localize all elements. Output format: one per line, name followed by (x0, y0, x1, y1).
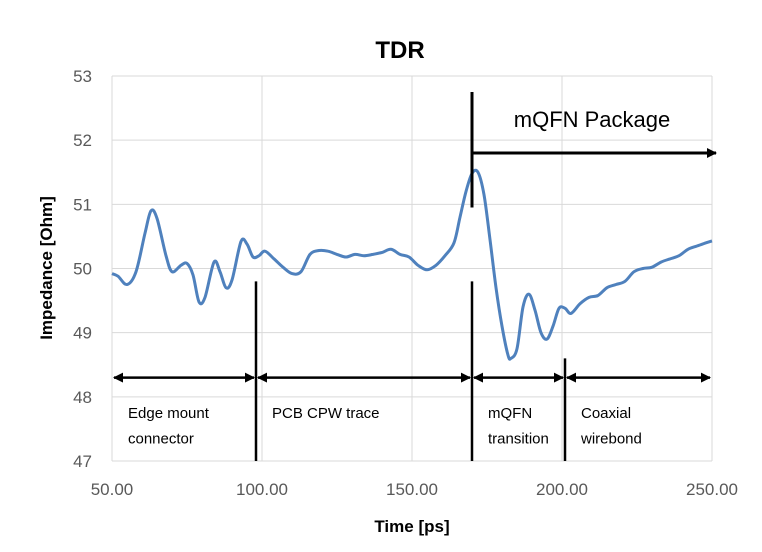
region-label: wirebond (580, 431, 642, 448)
region-label: Coaxial (581, 405, 631, 422)
y-tick-label: 50 (73, 260, 92, 279)
impedance-series-line (111, 168, 713, 361)
y-tick-label: 47 (73, 452, 92, 471)
y-axis-ticks: 47 48 49 50 51 52 53 (73, 67, 92, 471)
series-layer (111, 168, 713, 361)
y-tick-label: 53 (73, 67, 92, 86)
x-tick-label: 150.00 (386, 480, 438, 499)
y-tick-label: 51 (73, 195, 92, 214)
x-tick-label: 200.00 (536, 480, 588, 499)
region-label: transition (488, 431, 549, 448)
region-label: connector (128, 431, 194, 448)
region-label: Edge mount (128, 405, 210, 422)
y-tick-label: 48 (73, 388, 92, 407)
x-tick-label: 100.00 (236, 480, 288, 499)
y-tick-label: 52 (73, 131, 92, 150)
chart-title: TDR (375, 37, 424, 64)
region-label: mQFN (488, 405, 532, 422)
annotations-layer: mQFN Package Edge mount connector PCB CPW t… (113, 92, 717, 461)
y-axis-label: Impedance [Ohm] (37, 196, 56, 340)
x-tick-label: 250.00 (686, 480, 738, 499)
x-axis-ticks: 50.00 100.00 150.00 200.00 250.00 (91, 480, 738, 499)
package-label: mQFN Package (514, 107, 671, 132)
x-axis-label: Time [ps] (374, 517, 449, 536)
x-tick-label: 50.00 (91, 480, 134, 499)
grid (111, 75, 713, 462)
y-tick-label: 49 (73, 324, 92, 343)
region-label: PCB CPW trace (272, 405, 380, 422)
